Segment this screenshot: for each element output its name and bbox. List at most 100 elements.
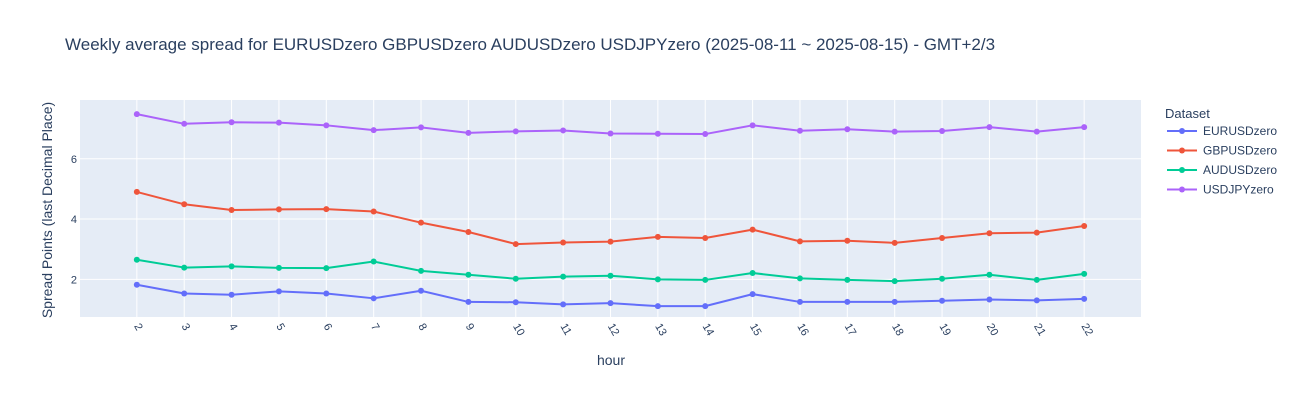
x-tick-label: 17 (842, 322, 859, 339)
data-point-audusdzero[interactable] (654, 276, 661, 283)
data-point-audusdzero[interactable] (512, 275, 519, 282)
data-point-gbpusdzero[interactable] (891, 239, 898, 246)
y-tick-label: 6 (71, 154, 77, 166)
series-gbpusdzero (133, 188, 1088, 248)
data-point-eurusdzero[interactable] (465, 298, 472, 305)
data-point-usdjpyzero[interactable] (560, 127, 567, 134)
data-point-usdjpyzero[interactable] (1033, 128, 1040, 135)
data-point-gbpusdzero[interactable] (796, 238, 803, 245)
data-point-audusdzero[interactable] (844, 276, 851, 283)
data-point-usdjpyzero[interactable] (702, 131, 709, 138)
data-point-eurusdzero[interactable] (607, 300, 614, 307)
data-point-gbpusdzero[interactable] (986, 230, 993, 237)
data-point-audusdzero[interactable] (275, 264, 282, 271)
data-point-audusdzero[interactable] (418, 267, 425, 274)
data-point-eurusdzero[interactable] (512, 299, 519, 306)
data-point-usdjpyzero[interactable] (749, 122, 756, 129)
data-point-audusdzero[interactable] (1081, 270, 1088, 277)
data-point-gbpusdzero[interactable] (560, 239, 567, 246)
data-point-audusdzero[interactable] (323, 265, 330, 272)
data-point-usdjpyzero[interactable] (986, 124, 993, 131)
x-tick-label: 10 (510, 322, 527, 339)
data-point-usdjpyzero[interactable] (939, 128, 946, 135)
legend-item-usdjpyzero[interactable]: USDJPYzero (1167, 183, 1274, 197)
data-point-gbpusdzero[interactable] (323, 206, 330, 213)
data-point-eurusdzero[interactable] (275, 288, 282, 295)
data-point-usdjpyzero[interactable] (844, 126, 851, 133)
data-point-usdjpyzero[interactable] (654, 130, 661, 137)
data-point-eurusdzero[interactable] (228, 291, 235, 298)
x-tick-label: 13 (652, 322, 669, 339)
data-point-eurusdzero[interactable] (323, 290, 330, 297)
data-point-audusdzero[interactable] (465, 271, 472, 278)
data-point-eurusdzero[interactable] (986, 296, 993, 303)
data-point-gbpusdzero[interactable] (607, 238, 614, 245)
data-point-gbpusdzero[interactable] (275, 206, 282, 213)
data-point-eurusdzero[interactable] (654, 303, 661, 310)
data-point-gbpusdzero[interactable] (370, 208, 377, 215)
data-point-gbpusdzero[interactable] (465, 229, 472, 236)
data-point-usdjpyzero[interactable] (181, 120, 188, 127)
data-point-usdjpyzero[interactable] (1081, 124, 1088, 131)
data-point-gbpusdzero[interactable] (418, 219, 425, 226)
data-point-gbpusdzero[interactable] (512, 241, 519, 248)
data-point-audusdzero[interactable] (607, 272, 614, 279)
data-point-eurusdzero[interactable] (796, 298, 803, 305)
data-point-gbpusdzero[interactable] (181, 201, 188, 208)
data-point-gbpusdzero[interactable] (1081, 222, 1088, 229)
data-point-usdjpyzero[interactable] (607, 130, 614, 137)
data-point-eurusdzero[interactable] (939, 297, 946, 304)
data-point-audusdzero[interactable] (133, 256, 140, 263)
data-point-gbpusdzero[interactable] (133, 188, 140, 195)
data-point-audusdzero[interactable] (702, 276, 709, 283)
data-point-audusdzero[interactable] (796, 275, 803, 282)
data-point-usdjpyzero[interactable] (465, 129, 472, 136)
data-point-audusdzero[interactable] (749, 269, 756, 276)
data-point-eurusdzero[interactable] (370, 295, 377, 302)
data-point-usdjpyzero[interactable] (370, 127, 377, 134)
data-point-audusdzero[interactable] (939, 275, 946, 282)
legend-title: Dataset (1165, 106, 1210, 121)
legend-item-eurusdzero[interactable]: EURUSDzero (1167, 124, 1277, 138)
data-point-eurusdzero[interactable] (844, 298, 851, 305)
data-point-gbpusdzero[interactable] (844, 237, 851, 244)
data-point-gbpusdzero[interactable] (702, 235, 709, 242)
data-point-eurusdzero[interactable] (1033, 297, 1040, 304)
data-point-eurusdzero[interactable] (891, 298, 898, 305)
legend-item-audusdzero[interactable]: AUDUSDzero (1167, 163, 1277, 177)
data-point-audusdzero[interactable] (986, 271, 993, 278)
data-point-gbpusdzero[interactable] (654, 233, 661, 240)
data-point-usdjpyzero[interactable] (323, 122, 330, 129)
legend-marker-icon (1179, 128, 1185, 134)
data-point-eurusdzero[interactable] (181, 290, 188, 297)
data-point-usdjpyzero[interactable] (418, 124, 425, 131)
data-point-eurusdzero[interactable] (1081, 295, 1088, 302)
data-point-eurusdzero[interactable] (133, 281, 140, 288)
x-tick-label: 21 (1031, 322, 1048, 339)
data-point-eurusdzero[interactable] (418, 287, 425, 294)
data-point-eurusdzero[interactable] (560, 301, 567, 308)
data-point-usdjpyzero[interactable] (891, 128, 898, 135)
data-point-gbpusdzero[interactable] (228, 207, 235, 214)
data-point-audusdzero[interactable] (560, 273, 567, 280)
legend-item-gbpusdzero[interactable]: GBPUSDzero (1167, 144, 1277, 158)
y-tick-label: 4 (71, 214, 77, 226)
data-point-usdjpyzero[interactable] (512, 128, 519, 135)
data-point-usdjpyzero[interactable] (133, 111, 140, 118)
data-point-usdjpyzero[interactable] (275, 119, 282, 126)
data-point-audusdzero[interactable] (891, 278, 898, 285)
data-point-audusdzero[interactable] (370, 258, 377, 265)
data-point-eurusdzero[interactable] (702, 303, 709, 310)
data-point-audusdzero[interactable] (228, 263, 235, 270)
x-axis-title: hour (597, 352, 625, 368)
legend[interactable]: Dataset EURUSDzero GBPUSDzero AUDUSDzero US… (1165, 106, 1277, 197)
data-point-eurusdzero[interactable] (749, 291, 756, 298)
data-point-usdjpyzero[interactable] (228, 119, 235, 126)
data-point-audusdzero[interactable] (1033, 276, 1040, 283)
data-point-audusdzero[interactable] (181, 264, 188, 271)
data-point-usdjpyzero[interactable] (796, 127, 803, 134)
data-point-gbpusdzero[interactable] (1033, 229, 1040, 236)
data-point-gbpusdzero[interactable] (939, 235, 946, 242)
data-point-gbpusdzero[interactable] (749, 226, 756, 233)
